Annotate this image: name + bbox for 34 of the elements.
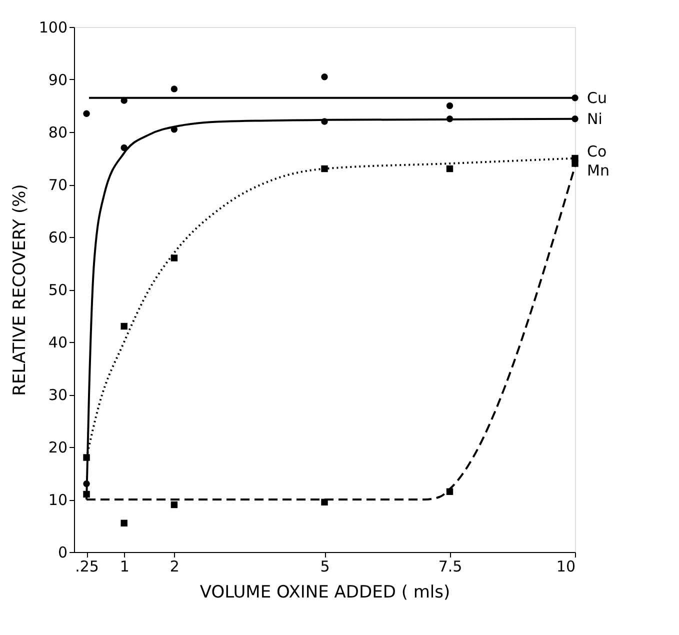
series-label: Mn <box>587 162 610 180</box>
point <box>321 165 328 172</box>
x-tick-label: .25 <box>75 558 99 576</box>
y-tick-label: 40 <box>48 334 68 352</box>
point <box>170 86 178 92</box>
y-tick-label: 100 <box>38 18 68 36</box>
series-label: Co <box>587 142 607 160</box>
series-label: Ni <box>587 110 602 128</box>
y-tick-label: 10 <box>48 491 68 509</box>
y-tick-label: 30 <box>48 386 68 404</box>
point <box>170 254 178 262</box>
y-tick-label: 80 <box>48 124 68 142</box>
y-tick-label: 0 <box>58 544 68 562</box>
series-label: Cu <box>587 88 607 107</box>
point <box>170 501 178 508</box>
point <box>446 102 454 110</box>
y-tick-label: 70 <box>48 176 68 194</box>
y-axis-title: RELATIVE RECOVERY (%) <box>10 184 30 396</box>
point <box>120 322 128 330</box>
x-tick-label: 5 <box>320 558 330 576</box>
x-tick-label: 1 <box>120 558 130 576</box>
point <box>83 110 90 117</box>
x-axis-title: VOLUME OXINE ADDED ( mls) <box>200 582 450 602</box>
y-tick-label: 60 <box>48 228 68 246</box>
y-tick-label: 90 <box>48 71 68 89</box>
x-tick-label: 2 <box>170 558 180 576</box>
y-tick-label: 20 <box>48 438 68 456</box>
y-tick-label: 50 <box>48 281 68 299</box>
point <box>321 74 328 80</box>
point <box>120 520 128 526</box>
point <box>446 165 454 172</box>
x-tick-label: 10 <box>556 558 576 576</box>
x-tick-label: 7.5 <box>438 558 462 576</box>
point <box>572 160 578 167</box>
